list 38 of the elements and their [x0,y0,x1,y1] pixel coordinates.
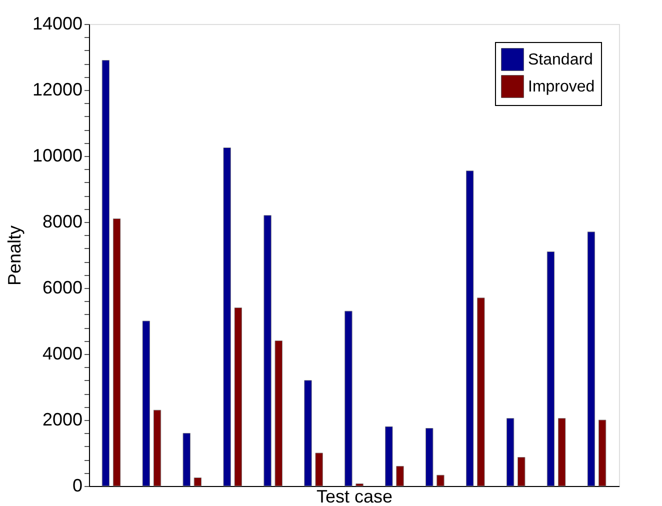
bar [182,432,190,486]
y-tick-label: 10000 [32,146,82,166]
bar [264,215,272,486]
y-tick-label: 6000 [42,278,82,298]
y-tick-label: 4000 [42,344,82,364]
bar [194,478,202,486]
bar [396,466,404,486]
bar [102,60,110,486]
y-tick-label: 0 [72,476,82,496]
bar [598,420,606,486]
bar [274,340,282,486]
bar [234,308,242,486]
y-axis-title: Penalty [4,225,24,286]
bar [223,148,231,486]
legend-label: Standard [528,52,593,68]
y-tick-label: 14000 [32,14,82,34]
bar [558,418,566,486]
bar [506,418,514,486]
bar [304,380,312,486]
y-tick-label: 2000 [42,410,82,430]
bar [385,426,393,486]
bar [436,474,444,486]
bar [587,232,596,486]
legend-label: Improved [528,78,595,96]
y-tick-label: 8000 [42,212,82,232]
bar [315,452,323,486]
bar [153,410,162,486]
y-tick-label: 12000 [32,80,82,100]
bar [112,218,121,486]
bar [426,428,434,486]
bar [546,251,555,486]
bar [466,170,474,486]
bar [477,298,485,486]
bar [142,320,150,486]
bar [344,310,352,486]
bar [356,483,364,486]
x-axis-title: Test case [316,486,393,506]
bar [518,457,526,486]
